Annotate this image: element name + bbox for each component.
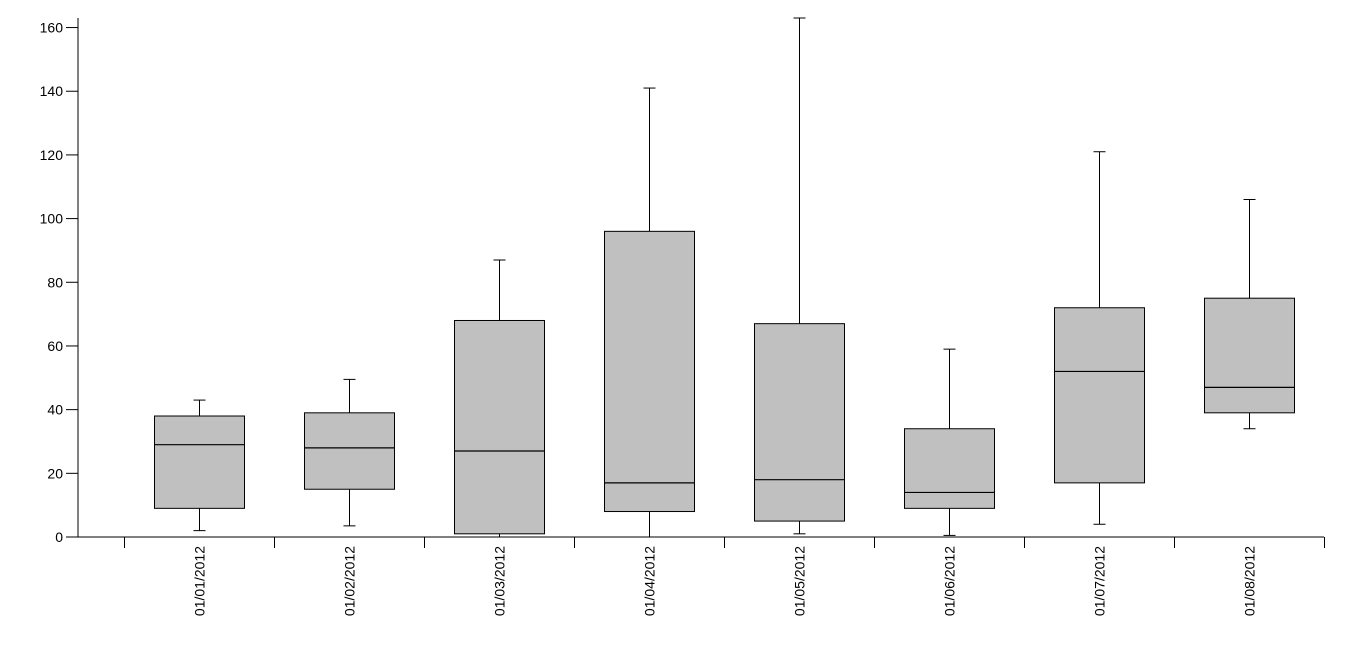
x-tick-label: 01/03/2012: [492, 546, 508, 616]
y-tick-label: 100: [40, 211, 64, 227]
x-tick-label: 01/01/2012: [192, 546, 208, 616]
x-tick-label: 01/04/2012: [642, 546, 658, 616]
box-series: [154, 17, 1295, 538]
box-2: [304, 378, 395, 527]
y-tick-label: 0: [55, 529, 63, 545]
box-body: [754, 323, 845, 522]
x-tick-label: 01/08/2012: [1242, 546, 1258, 616]
box-8: [1204, 198, 1295, 430]
y-tick-label: 160: [40, 20, 64, 36]
x-tick-label: 01/06/2012: [942, 546, 958, 616]
x-tick-label: 01/05/2012: [792, 546, 808, 616]
y-tick-label: 140: [40, 83, 64, 99]
y-tick-label: 60: [47, 338, 63, 354]
y-axis: 0 20 40 60 80 100 120 140 160: [40, 18, 79, 545]
x-tick-label: 01/07/2012: [1092, 546, 1108, 616]
y-tick-label: 120: [40, 147, 64, 163]
box-4: [604, 87, 695, 538]
box-6: [904, 348, 995, 536]
box-7: [1054, 151, 1145, 525]
box-body: [304, 412, 395, 490]
box-1: [154, 399, 245, 532]
box-3: [454, 259, 545, 538]
box-body: [1204, 297, 1295, 414]
x-tick-label: 01/02/2012: [342, 546, 358, 616]
y-tick-label: 80: [47, 274, 63, 290]
box-body: [904, 428, 995, 509]
box-body: [454, 319, 545, 535]
box-body: [1054, 307, 1145, 484]
y-tick-label: 40: [47, 402, 63, 418]
x-axis: 01/01/2012 01/02/2012 01/03/2012 01/04/2012…: [78, 536, 1325, 616]
box-body: [154, 415, 245, 509]
y-tick-label: 20: [47, 465, 63, 481]
box-5: [754, 17, 845, 535]
box-body: [604, 230, 695, 513]
